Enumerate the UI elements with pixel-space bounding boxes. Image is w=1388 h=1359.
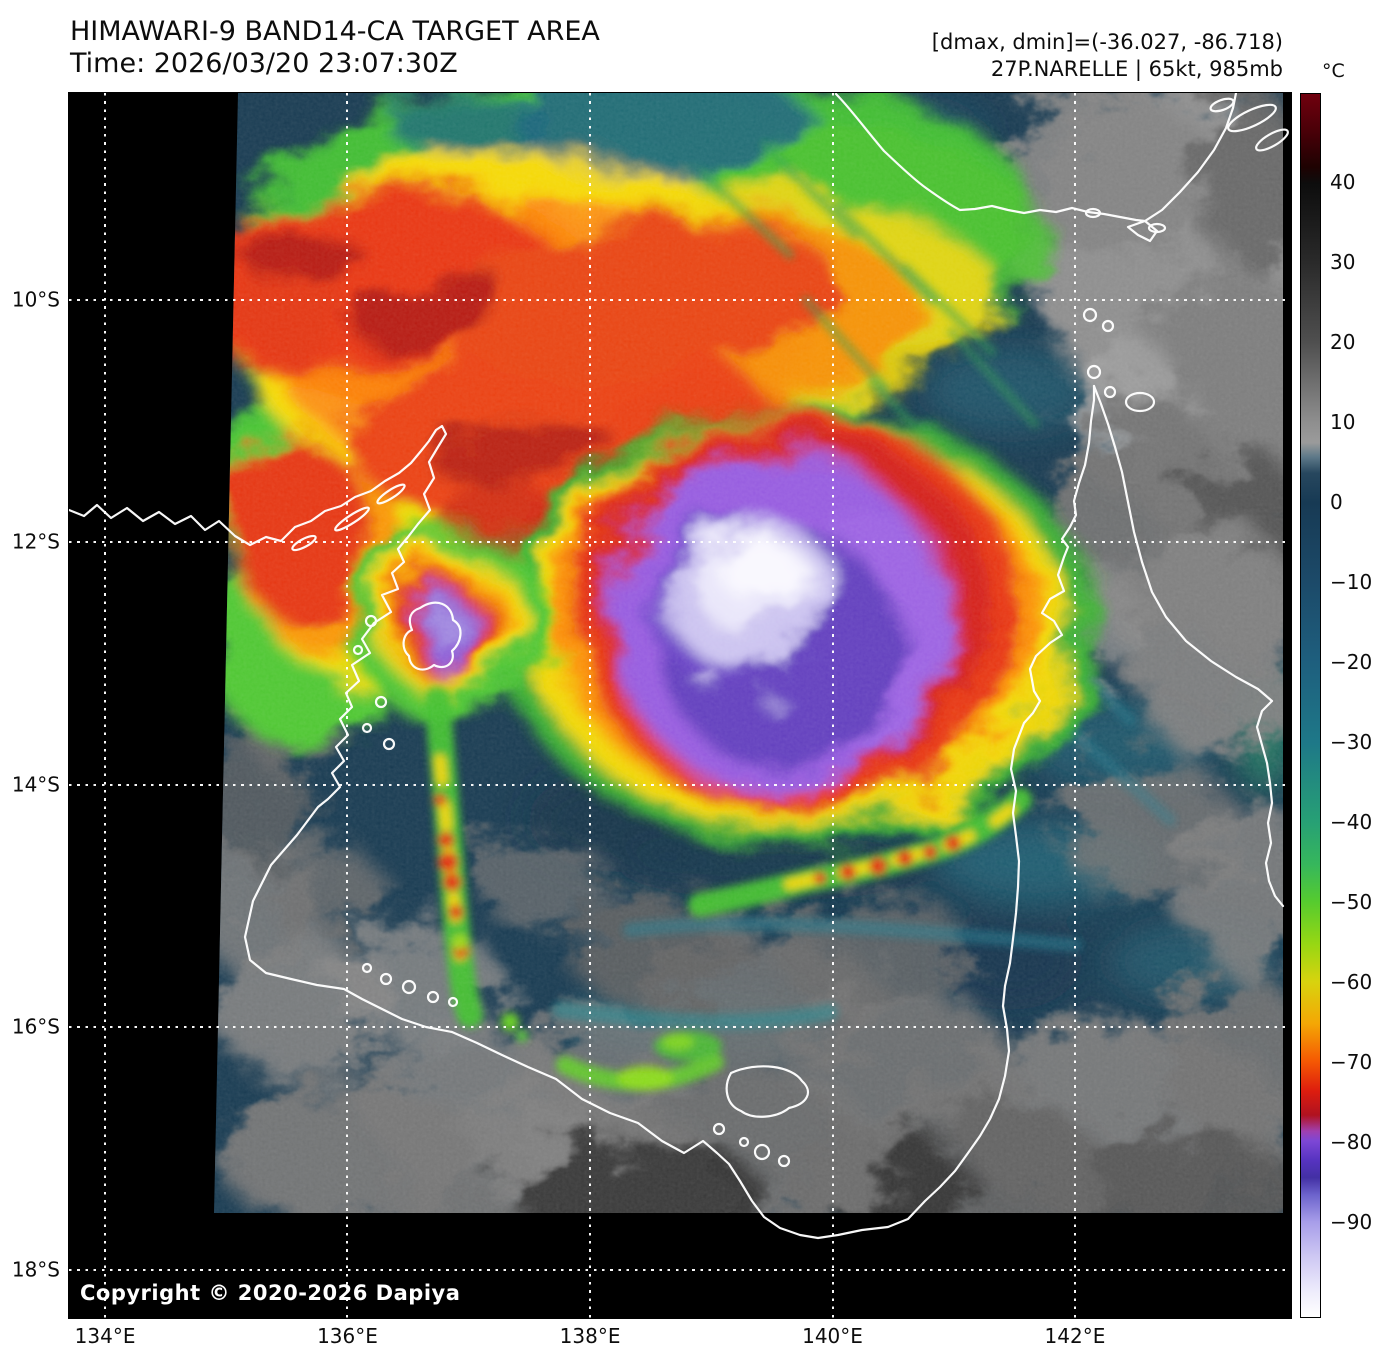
- lat-tick-label: 12°S: [11, 529, 60, 554]
- coastline-cape-york-east: [1092, 384, 1285, 908]
- colorbar-tick-label: 20: [1330, 330, 1356, 355]
- island-mornington: [725, 1065, 810, 1118]
- dmax-dmin-label: [dmax, dmin]=(-36.027, -86.718): [931, 30, 1283, 54]
- gridline-lat-12°S: [69, 541, 1291, 544]
- colorbar-tick-label: 0: [1330, 490, 1343, 515]
- lat-tick-label: 16°S: [11, 1014, 60, 1039]
- colorbar-tick-label: −20: [1330, 650, 1373, 674]
- temperature-colorbar: [1300, 93, 1321, 1318]
- image-grain: [214, 93, 1283, 1213]
- coastline-gulf-of-carpentaria: [69, 384, 1096, 1240]
- latitude-axis: 10°S 12°S 14°S 16°S 18°S: [0, 93, 63, 1318]
- lat-tick-label: 18°S: [11, 1257, 60, 1282]
- lon-tick-label: 134°E: [74, 1324, 136, 1348]
- colorbar-tick-label: −80: [1330, 1129, 1373, 1154]
- satellite-map-plot: Copyright © 2020-2026 Dapiya: [68, 92, 1292, 1319]
- coastlines: [69, 93, 1289, 1240]
- gridline-lon-136°E: [346, 93, 349, 1318]
- lon-tick-label: 136°E: [317, 1324, 378, 1348]
- gridline-lon-138°E: [589, 93, 592, 1318]
- colorbar-tick-label: −70: [1330, 1049, 1373, 1074]
- island-groote-eylandt: [402, 601, 462, 671]
- colorbar-tick-label: 10: [1330, 410, 1356, 435]
- colorbar-tick-label: −10: [1330, 570, 1373, 595]
- gridline-lon-134°E: [104, 93, 107, 1318]
- colorbar-tick-label: 40: [1330, 170, 1356, 195]
- coastline-png-south: [834, 93, 1238, 243]
- gridline-lat-16°S: [69, 1026, 1291, 1029]
- lat-tick-label: 10°S: [11, 287, 60, 312]
- colorbar-tick-label: −90: [1330, 1209, 1373, 1234]
- colorbar-tick-label: −30: [1330, 730, 1373, 754]
- colorbar-tick-labels: 40 30 20 10 0 −10 −20 −30 −40 −50 −60 −70 −80 −90: [1330, 93, 1386, 1318]
- lon-tick-label: 140°E: [802, 1324, 863, 1348]
- lon-tick-label: 142°E: [1044, 1324, 1106, 1348]
- satellite-image: [69, 93, 1289, 1240]
- colorbar-tick-label: −50: [1330, 889, 1373, 914]
- colorbar-tick-label: −60: [1330, 969, 1373, 994]
- gridline-lat-18°S: [69, 1268, 1291, 1271]
- longitude-axis: 134°E 136°E 138°E 140°E 142°E: [69, 1324, 1291, 1354]
- storm-info-label: 27P.NARELLE | 65kt, 985mb: [990, 57, 1283, 81]
- lat-tick-label: 14°S: [11, 772, 60, 797]
- gridline-lon-140°E: [831, 93, 834, 1318]
- copyright-label: Copyright © 2020-2026 Dapiya: [80, 1281, 461, 1305]
- lon-tick-label: 138°E: [559, 1324, 621, 1348]
- gridline-lat-10°S: [69, 299, 1291, 302]
- colorbar-tick-label: 30: [1330, 250, 1356, 275]
- colorbar-unit-label: °C: [1322, 60, 1345, 82]
- timestamp-label: Time: 2026/03/20 23:07:30Z: [70, 48, 458, 79]
- colorbar-tick-label: −40: [1330, 809, 1373, 834]
- page-title: HIMAWARI-9 BAND14-CA TARGET AREA: [70, 16, 600, 47]
- gridline-lon-142°E: [1073, 93, 1076, 1318]
- small-islands: [291, 97, 1289, 1168]
- gridline-lat-14°S: [69, 784, 1291, 786]
